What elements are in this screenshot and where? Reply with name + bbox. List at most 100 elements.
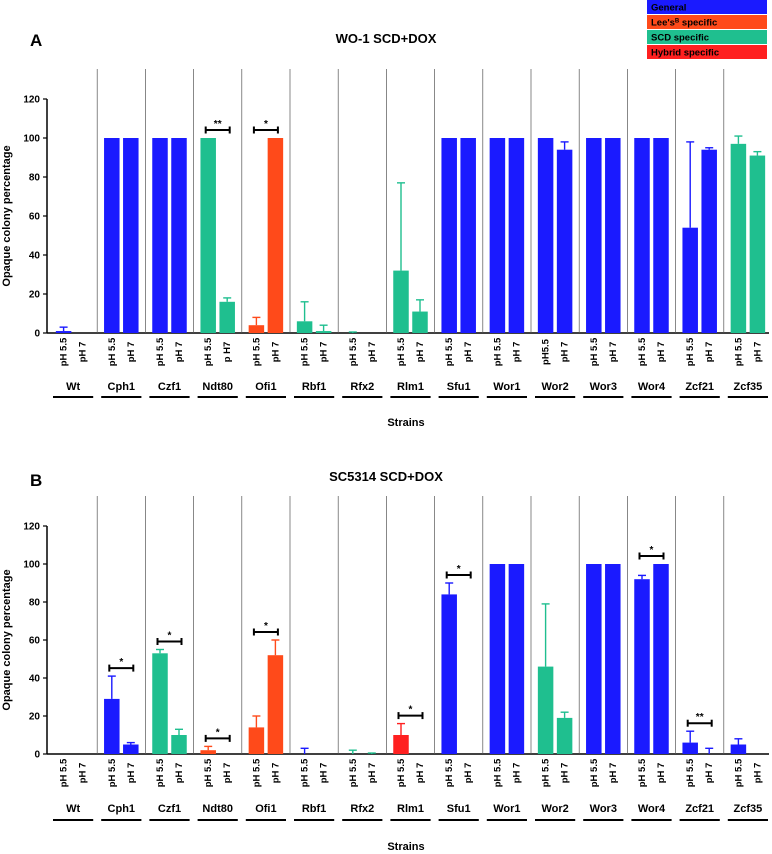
condition-label: pH 5.5 — [637, 758, 648, 787]
group-sfu1: pH 5.5 pH 7 Sfu1 — [434, 69, 479, 398]
bar-wor2-ph7 — [556, 149, 573, 333]
y-tick-label: 40 — [29, 674, 41, 685]
condition-label: pH 7 — [752, 763, 763, 784]
bar-zcf35-ph55 — [730, 143, 747, 333]
strain-label: Wt — [66, 381, 80, 393]
y-tick-label: 80 — [29, 173, 41, 184]
sig-label: * — [264, 119, 268, 130]
condition-label: pH 7 — [511, 342, 522, 363]
condition-label: pH 7 — [608, 763, 619, 784]
condition-label: pH 5.5 — [396, 758, 407, 787]
sig-label: * — [264, 621, 268, 632]
bar-rlm1-ph55 — [393, 735, 409, 754]
strain-label: Wor4 — [638, 381, 666, 393]
condition-label: pH 7 — [367, 342, 378, 363]
strain-label: Wor3 — [590, 803, 617, 815]
bar-wor4-ph55 — [634, 138, 650, 333]
group-czf1: pH 5.5 pH 7 * Czf1 — [145, 496, 190, 821]
strain-label: Wor4 — [638, 803, 666, 815]
strain-label: Zcf21 — [685, 381, 714, 393]
bar-zcf35-ph7 — [749, 155, 766, 333]
y-tick-label: 40 — [29, 251, 41, 262]
bar-wor2-ph55 — [537, 666, 554, 754]
y-axis-label: Opaque colony percentage — [1, 145, 13, 286]
condition-label: pH 7 — [319, 763, 330, 784]
sig-label: ** — [214, 119, 222, 130]
group-ofi1: pH 5.5 pH 7 * Ofi1 — [241, 69, 286, 398]
chart-title: WO-1 SCD+DOX — [336, 31, 437, 46]
y-tick-label: 100 — [23, 560, 40, 571]
condition-label: pH 7 — [704, 763, 715, 784]
condition-label: pH 7 — [222, 763, 233, 784]
bar-wor3-ph55 — [586, 564, 602, 754]
y-tick-label: 60 — [29, 212, 41, 223]
condition-label: pH 5.5 — [251, 337, 262, 366]
bar-wor4-ph7 — [653, 564, 669, 754]
bar-rbf1-ph55 — [296, 321, 313, 333]
chart-title: SC5314 SCD+DOX — [329, 469, 443, 484]
strain-label: Wor2 — [541, 803, 568, 815]
condition-label: pH 5.5 — [589, 758, 600, 787]
legend-swatch-lees — [647, 15, 767, 29]
strain-label: Sfu1 — [447, 381, 471, 393]
condition-label: pH 5.5 — [396, 337, 407, 366]
condition-label: pH 5.5 — [203, 758, 214, 787]
bar-ndt80-ph55 — [200, 138, 216, 333]
group-wor2: pH 5.5 pH 7 Wor2 — [530, 496, 576, 821]
condition-label: pH 7 — [78, 342, 89, 363]
group-wt: pH 5.5 pH 7 Wt — [53, 326, 94, 398]
group-cph1: pH 5.5 pH 7 Cph1 — [96, 69, 142, 398]
bar-cph1-ph55 — [104, 138, 120, 333]
condition-label: pH 5.5 — [444, 337, 455, 366]
strain-label: Rfx2 — [350, 803, 374, 815]
legend-swatch-general — [647, 0, 767, 14]
group-rlm1: pH 5.5 pH 7 * Rlm1 — [386, 496, 431, 821]
y-tick-label: 0 — [34, 329, 40, 340]
bar-wor1-ph7 — [508, 138, 525, 333]
bar-wor2-ph7 — [556, 717, 573, 754]
y-tick-label: 20 — [29, 290, 41, 301]
bar-wor1-ph55 — [489, 138, 506, 333]
group-wor3: pH 5.5 pH 7 Wor3 — [578, 496, 624, 821]
strain-label: Zcf35 — [734, 803, 763, 815]
legend-label-general: General — [651, 3, 686, 14]
group-wor4: pH 5.5 pH 7 * Wor4 — [627, 496, 672, 821]
condition-label: pH 7 — [126, 342, 137, 363]
group-ndt80: pH 5.5 pH 7 * Ndt80 — [193, 496, 238, 821]
bar-czf1-ph7 — [171, 735, 187, 754]
bar-sfu1-ph55 — [441, 594, 457, 754]
y-tick-label: 20 — [29, 712, 41, 723]
group-rbf1: pH 5.5 pH 7 Rbf1 — [289, 496, 335, 821]
bar-ndt80-ph55 — [200, 750, 216, 754]
group-rlm1: pH 5.5 pH 7 Rlm1 — [386, 69, 431, 398]
bar-wor4-ph7 — [653, 138, 669, 333]
condition-label: pH 7 — [270, 763, 281, 784]
x-axis-label: Strains — [387, 417, 424, 429]
strain-label: Wor3 — [590, 381, 617, 393]
condition-label: pH 5.5 — [733, 337, 744, 366]
condition-label: pH 7 — [367, 763, 378, 784]
condition-label: pH 7 — [752, 342, 763, 363]
bar-ofi1-ph7 — [267, 655, 284, 754]
panel-B: B SC5314 SCD+DOX Opaque colony percentage S… — [1, 469, 769, 853]
bar-ndt80-ph7 — [219, 301, 235, 333]
sig-label: * — [119, 657, 123, 668]
sig-label: ** — [696, 712, 704, 723]
y-tick-label: 80 — [29, 598, 41, 609]
condition-label: pH 5.5 — [444, 758, 455, 787]
sig-label: * — [650, 545, 654, 556]
group-rfx2: pH 5.5 pH 7 Rfx2 — [337, 69, 383, 398]
group-zcf21: pH 5.5 pH 7 Zcf21 — [675, 69, 720, 398]
group-zcf35: pH 5.5 pH 7 Zcf35 — [723, 496, 768, 821]
bar-rlm1-ph7 — [412, 311, 428, 333]
condition-label: pH 5.5 — [637, 337, 648, 366]
x-axis-label: Strains — [387, 841, 424, 853]
strain-label: Rbf1 — [302, 381, 326, 393]
panel-A: A WO-1 SCD+DOX Opaque colony percentage Str… — [1, 31, 769, 429]
condition-label: pH 7 — [319, 342, 330, 363]
strain-label: Sfu1 — [447, 803, 471, 815]
strain-label: Ofi1 — [255, 381, 276, 393]
group-zcf21: pH 5.5 pH 7 ** Zcf21 — [675, 496, 720, 821]
condition-label: pH 7 — [704, 342, 715, 363]
group-wor2: pH5.5 pH 7 Wor2 — [530, 69, 576, 398]
